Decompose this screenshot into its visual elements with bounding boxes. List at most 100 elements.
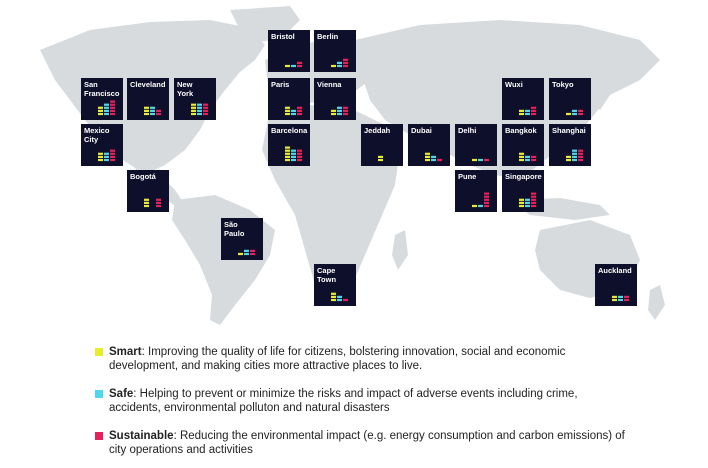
bar-safe-segment	[197, 103, 202, 106]
bar-sustainable-segment	[437, 158, 442, 162]
bar-sustainable-segment	[203, 106, 208, 109]
bar-sustainable-segment	[156, 198, 161, 201]
bar-group	[612, 295, 629, 302]
bar-safe-segment	[150, 112, 155, 116]
bar-smart-segment	[566, 112, 571, 116]
bar-sustainable-segment	[297, 155, 302, 158]
bar-smart-segment	[331, 64, 336, 68]
bar-group	[519, 192, 536, 208]
bar-smart-segment	[472, 204, 477, 208]
bar-smart-segment	[144, 106, 149, 109]
city-panel-sao-paulo: São Paulo	[221, 218, 263, 260]
bar-sustainable-segment	[297, 112, 302, 116]
bar-sustainable-segment	[578, 109, 583, 112]
bar-safe-segment	[104, 155, 109, 158]
bar-group	[472, 192, 489, 208]
bar-smart-segment	[612, 295, 617, 298]
bar-sustainable-segment	[484, 204, 489, 208]
bar-smart-segment	[331, 295, 336, 298]
bar-safe-segment	[104, 112, 109, 116]
bar-smart-segment	[519, 109, 524, 112]
bar-smart-segment	[191, 106, 196, 109]
bar-safe-segment	[244, 249, 249, 252]
bar-smart-segment	[144, 201, 149, 204]
bar-safe-segment	[572, 149, 577, 152]
bar-group	[144, 106, 161, 116]
bar-sustainable-segment	[484, 198, 489, 201]
city-panel-san-francisco: San Francisco	[81, 78, 123, 120]
bar-smart-segment	[519, 155, 524, 158]
bar-sustainable-segment	[110, 155, 115, 158]
city-name: Singapore	[505, 172, 542, 181]
bar-sustainable-segment	[110, 149, 115, 152]
bar-smart-segment	[566, 158, 571, 162]
bar-group	[566, 109, 583, 116]
bar-sustainable-segment	[110, 103, 115, 106]
city-panel-auckland: Auckland	[595, 264, 637, 306]
city-panel-cleveland: Cleveland	[127, 78, 169, 120]
bar-sustainable-segment	[531, 155, 536, 158]
bar-sustainable-segment	[531, 109, 536, 112]
bar-group	[191, 103, 208, 116]
legend-swatch-smart	[95, 348, 103, 356]
city-name: São Paulo	[224, 220, 245, 238]
bar-safe-segment	[291, 112, 296, 116]
bar-safe-segment	[525, 158, 530, 162]
city-name: Barcelona	[271, 126, 308, 135]
bar-safe-segment	[572, 158, 577, 162]
legend-term: Safe	[109, 388, 134, 400]
city-name: Bangkok	[505, 126, 537, 135]
bar-safe-segment	[572, 155, 577, 158]
city-panel-paris: Paris	[268, 78, 310, 120]
city-panel-jeddah: Jeddah	[361, 124, 403, 166]
bar-safe-segment	[197, 106, 202, 109]
bar-group	[285, 146, 302, 162]
bar-sustainable-segment	[110, 112, 115, 116]
bar-smart-segment	[144, 109, 149, 112]
bar-safe-segment	[291, 155, 296, 158]
bar-smart-segment	[144, 112, 149, 116]
bar-group	[519, 152, 536, 162]
city-name: Bristol	[271, 32, 295, 41]
bar-safe-segment	[291, 64, 296, 68]
bar-safe-segment	[150, 106, 155, 109]
city-panel-shanghai: Shanghai	[549, 124, 591, 166]
bar-sustainable-segment	[110, 100, 115, 103]
bar-smart-segment	[378, 155, 383, 158]
bar-smart-segment	[191, 103, 196, 106]
bar-safe-segment	[572, 152, 577, 155]
city-panel-wuxi: Wuxi	[502, 78, 544, 120]
bar-sustainable-segment	[343, 58, 348, 61]
city-panel-barcelona: Barcelona	[268, 124, 310, 166]
madagascar-landmass	[392, 230, 408, 270]
bar-group	[285, 106, 302, 116]
bar-safe-segment	[197, 112, 202, 116]
bar-sustainable-segment	[343, 112, 348, 116]
legend-text: : Reducing the environmental impact (e.g…	[109, 430, 625, 456]
bar-sustainable-segment	[297, 109, 302, 112]
bar-smart-segment	[144, 204, 149, 208]
bar-smart-segment	[98, 158, 103, 162]
bar-safe-segment	[431, 155, 436, 158]
city-name: Pune	[458, 172, 477, 181]
bar-sustainable-segment	[110, 158, 115, 162]
bar-smart-segment	[98, 155, 103, 158]
bar-sustainable-segment	[531, 204, 536, 208]
bar-group	[425, 152, 442, 162]
bar-group	[331, 292, 348, 302]
bar-smart-segment	[98, 109, 103, 112]
bar-sustainable-segment	[203, 112, 208, 116]
bar-smart-segment	[425, 155, 430, 158]
city-panel-singapore: Singapore	[502, 170, 544, 212]
city-name: Cleveland	[130, 80, 166, 89]
bar-safe-segment	[572, 112, 577, 116]
bar-sustainable-segment	[578, 155, 583, 158]
bar-smart-segment	[285, 149, 290, 152]
bar-smart-segment	[519, 204, 524, 208]
legend-item-sustainable: Sustainable: Reducing the environmental …	[95, 429, 655, 459]
bar-sustainable-segment	[578, 152, 583, 155]
bar-smart-segment	[331, 292, 336, 295]
new-zealand-landmass	[648, 285, 665, 320]
bar-safe-segment	[618, 298, 623, 302]
city-name: Jeddah	[364, 126, 391, 135]
